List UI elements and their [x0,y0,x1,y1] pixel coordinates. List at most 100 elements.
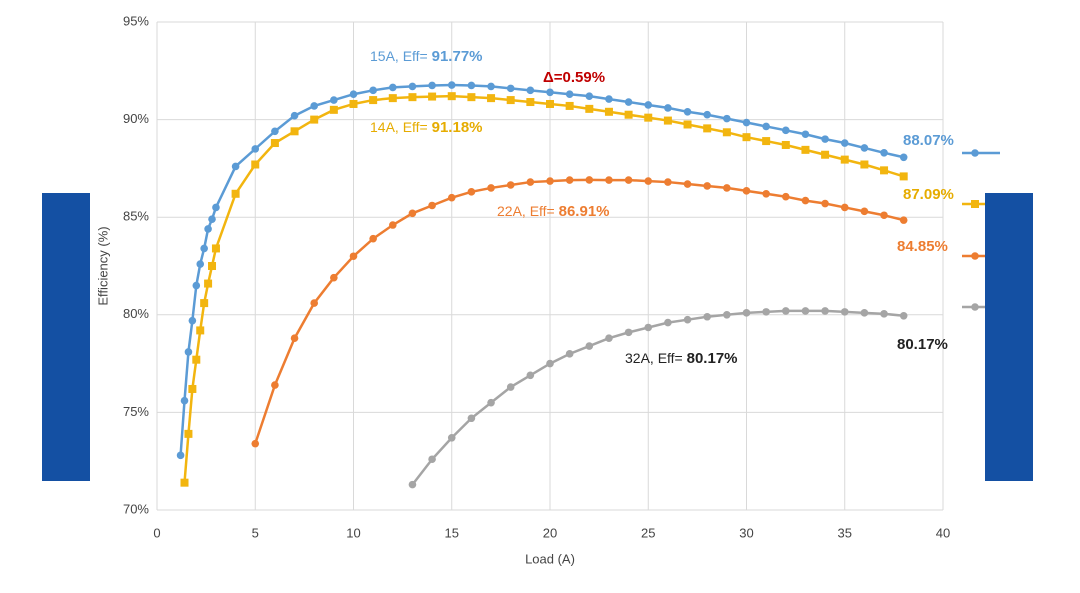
point [664,178,672,186]
point [899,311,908,320]
annotation-value: 86.91% [559,203,610,220]
point [604,107,613,116]
point [880,211,888,220]
point [585,342,594,350]
point [742,133,751,142]
point [180,396,189,405]
point [192,355,201,364]
point [408,480,417,489]
annotation-value: 87.09% [903,186,954,203]
annotation: Δ=0.59% [543,69,605,86]
point [821,150,830,159]
point [180,478,189,487]
point [506,383,515,391]
y-axis-label: Efficiency (%) [95,226,110,305]
point [467,414,476,423]
point [408,82,417,91]
annotation-text: 14A, Eff= [370,119,432,135]
point [840,155,849,164]
point [880,166,889,175]
point [899,153,908,162]
point [408,93,417,102]
series-line [183,94,905,483]
point [428,201,436,210]
point [565,101,574,110]
annotation-value: 88.07% [903,132,954,149]
annotation: 22A, Eff= 86.91% [497,203,610,220]
point [467,93,476,102]
point [762,137,771,146]
annotation: 84.85% [897,238,948,255]
cover-block [985,193,1033,481]
point [330,273,338,282]
point [723,114,731,123]
point [526,98,535,107]
point [251,160,260,169]
annotation-value: 80.17% [687,350,738,367]
point [188,384,197,393]
point [184,429,193,438]
legend-marker [971,303,979,311]
point [546,88,554,97]
point [506,96,515,105]
point [663,116,672,125]
point [840,139,849,147]
annotation-text: 32A, Eff= [625,350,687,366]
point [605,95,613,103]
point [428,92,437,101]
point [330,96,338,104]
point [880,148,888,157]
point [310,102,319,110]
point [683,315,692,324]
point [742,309,751,317]
point [487,94,496,103]
x-axis-label: Load (A) [525,551,575,566]
point [369,86,377,95]
annotation-text: 15A, Eff= [370,48,432,64]
point [447,81,456,89]
point [526,86,535,95]
point [290,127,299,136]
point [782,192,790,201]
point [585,92,594,100]
point [467,188,476,196]
point [369,234,377,243]
point [200,299,209,308]
point [703,110,711,119]
point [683,180,692,188]
y-tick-label: 70% [123,501,149,516]
point [703,182,711,190]
point [506,84,515,93]
point [310,299,319,307]
point [860,309,869,317]
y-tick-label: 85% [123,209,149,224]
point [723,184,731,192]
point [565,176,574,184]
point [683,107,692,116]
x-tick-label: 25 [641,525,655,540]
annotation-value: 91.18% [432,119,483,136]
point [428,455,436,464]
point [310,115,319,124]
point [211,244,220,253]
legend-marker [971,149,979,157]
point [526,178,535,186]
point [899,216,908,224]
annotation: 88.07% [903,132,954,149]
point [212,203,220,212]
series-line [179,83,904,456]
point [644,323,653,332]
y-tick-label: 75% [123,404,149,419]
point [271,127,279,136]
point [565,90,574,99]
x-tick-label: 35 [838,525,852,540]
point [251,145,260,153]
point [565,350,574,358]
annotation: 32A, Eff= 80.17% [625,350,738,367]
point [664,104,672,112]
x-tick-label: 30 [739,525,753,540]
point [722,128,731,137]
point [644,113,653,122]
series-line [254,178,905,445]
legend-marker [971,200,979,208]
